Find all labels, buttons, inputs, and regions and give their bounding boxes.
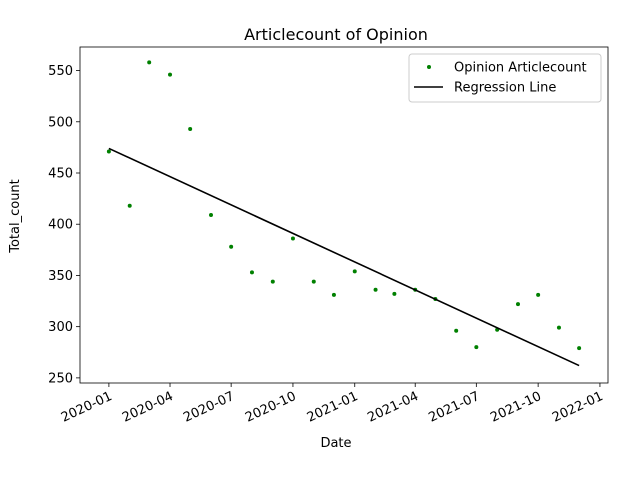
data-point	[515, 302, 520, 307]
data-point	[290, 236, 295, 241]
legend-marker-scatter	[427, 65, 431, 69]
data-point	[392, 291, 397, 296]
y-tick-label: 400	[48, 218, 73, 233]
data-point	[352, 269, 357, 274]
data-point	[188, 126, 193, 131]
y-tick-label: 300	[48, 320, 73, 335]
legend-box	[408, 53, 602, 103]
chart-title: Articlecount of Opinion	[244, 25, 428, 44]
data-point	[249, 270, 254, 275]
y-tick-label: 500	[48, 115, 73, 130]
data-point	[556, 325, 561, 330]
data-point	[311, 279, 316, 284]
y-tick-label: 250	[48, 371, 73, 386]
data-point	[229, 244, 234, 249]
data-point	[168, 72, 173, 77]
legend-label-scatter: Opinion Articlecount	[454, 61, 587, 76]
legend-label-line: Regression Line	[454, 81, 556, 96]
data-point	[127, 203, 132, 208]
regression-line	[108, 147, 580, 367]
legend: Opinion Articlecount Regression Line	[408, 53, 602, 103]
data-point	[106, 149, 111, 154]
data-point	[373, 287, 378, 292]
data-point	[536, 292, 541, 297]
x-axis-label: Date	[320, 436, 351, 451]
data-point	[270, 279, 275, 284]
plot-frame	[79, 46, 609, 384]
data-point	[208, 213, 213, 217]
data-point	[577, 346, 582, 351]
y-tick-label: 550	[48, 64, 73, 79]
y-tick-label: 350	[48, 269, 73, 284]
data-point	[474, 345, 479, 350]
data-point	[147, 60, 152, 65]
data-point	[331, 292, 336, 297]
data-point	[454, 328, 459, 333]
y-axis-label: Total_count	[8, 179, 23, 254]
y-tick-label: 450	[48, 167, 73, 182]
